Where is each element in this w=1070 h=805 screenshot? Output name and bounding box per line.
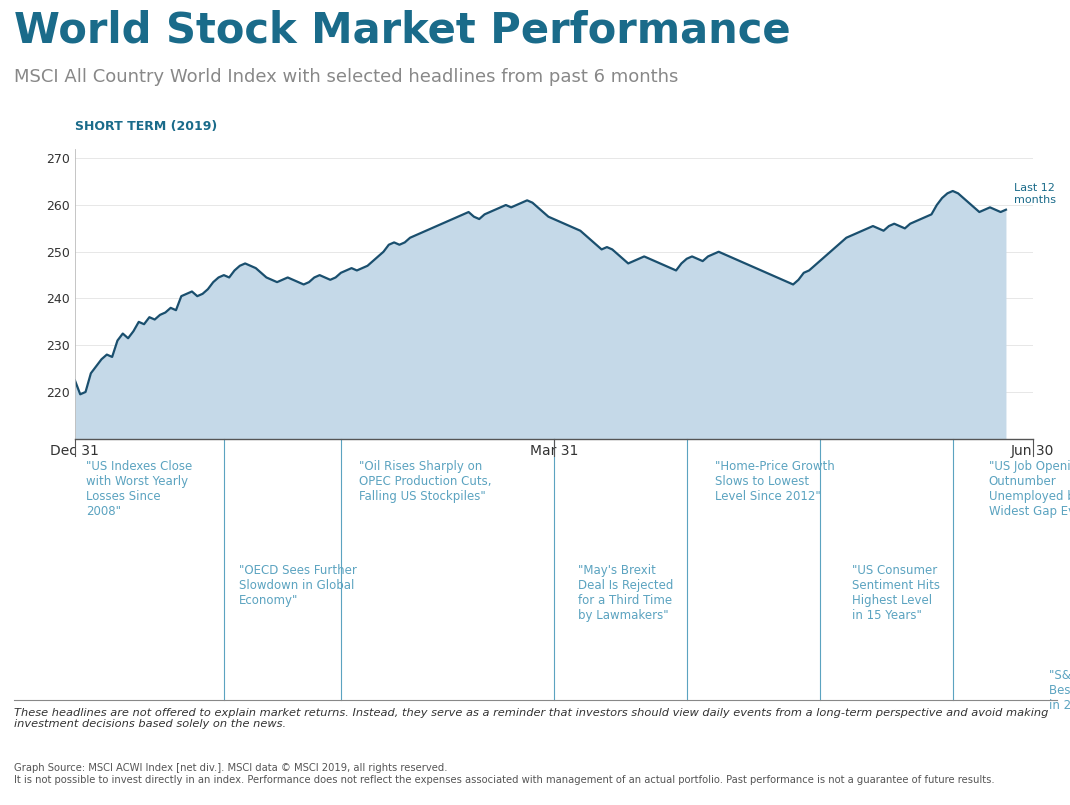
Text: SHORT TERM (2019): SHORT TERM (2019) (75, 120, 217, 134)
Text: "May's Brexit
Deal Is Rejected
for a Third Time
by Lawmakers": "May's Brexit Deal Is Rejected for a Thi… (579, 564, 674, 622)
Text: "US Consumer
Sentiment Hits
Highest Level
in 15 Years": "US Consumer Sentiment Hits Highest Leve… (852, 564, 939, 622)
Text: "Home-Price Growth
Slows to Lowest
Level Since 2012": "Home-Price Growth Slows to Lowest Level… (715, 460, 835, 502)
Text: "OECD Sees Further
Slowdown in Global
Economy": "OECD Sees Further Slowdown in Global Ec… (239, 564, 357, 607)
Text: "S&P 500 Posts
Best First Half
in 22 Years": "S&P 500 Posts Best First Half in 22 Yea… (1049, 669, 1070, 712)
Text: "US Job Openings
Outnumber
Unemployed by
Widest Gap Ever": "US Job Openings Outnumber Unemployed by… (989, 460, 1070, 518)
Text: MSCI All Country World Index with selected headlines from past 6 months: MSCI All Country World Index with select… (14, 68, 678, 85)
Text: World Stock Market Performance: World Stock Market Performance (14, 10, 791, 52)
Text: "US Indexes Close
with Worst Yearly
Losses Since
2008": "US Indexes Close with Worst Yearly Loss… (86, 460, 193, 518)
Text: These headlines are not offered to explain market returns. Instead, they serve a: These headlines are not offered to expla… (14, 708, 1049, 729)
Text: Last 12
months: Last 12 months (1014, 184, 1056, 205)
Text: Graph Source: MSCI ACWI Index [net div.]. MSCI data © MSCI 2019, all rights rese: Graph Source: MSCI ACWI Index [net div.]… (14, 763, 994, 785)
Text: "Oil Rises Sharply on
OPEC Production Cuts,
Falling US Stockpiles": "Oil Rises Sharply on OPEC Production Cu… (360, 460, 492, 502)
